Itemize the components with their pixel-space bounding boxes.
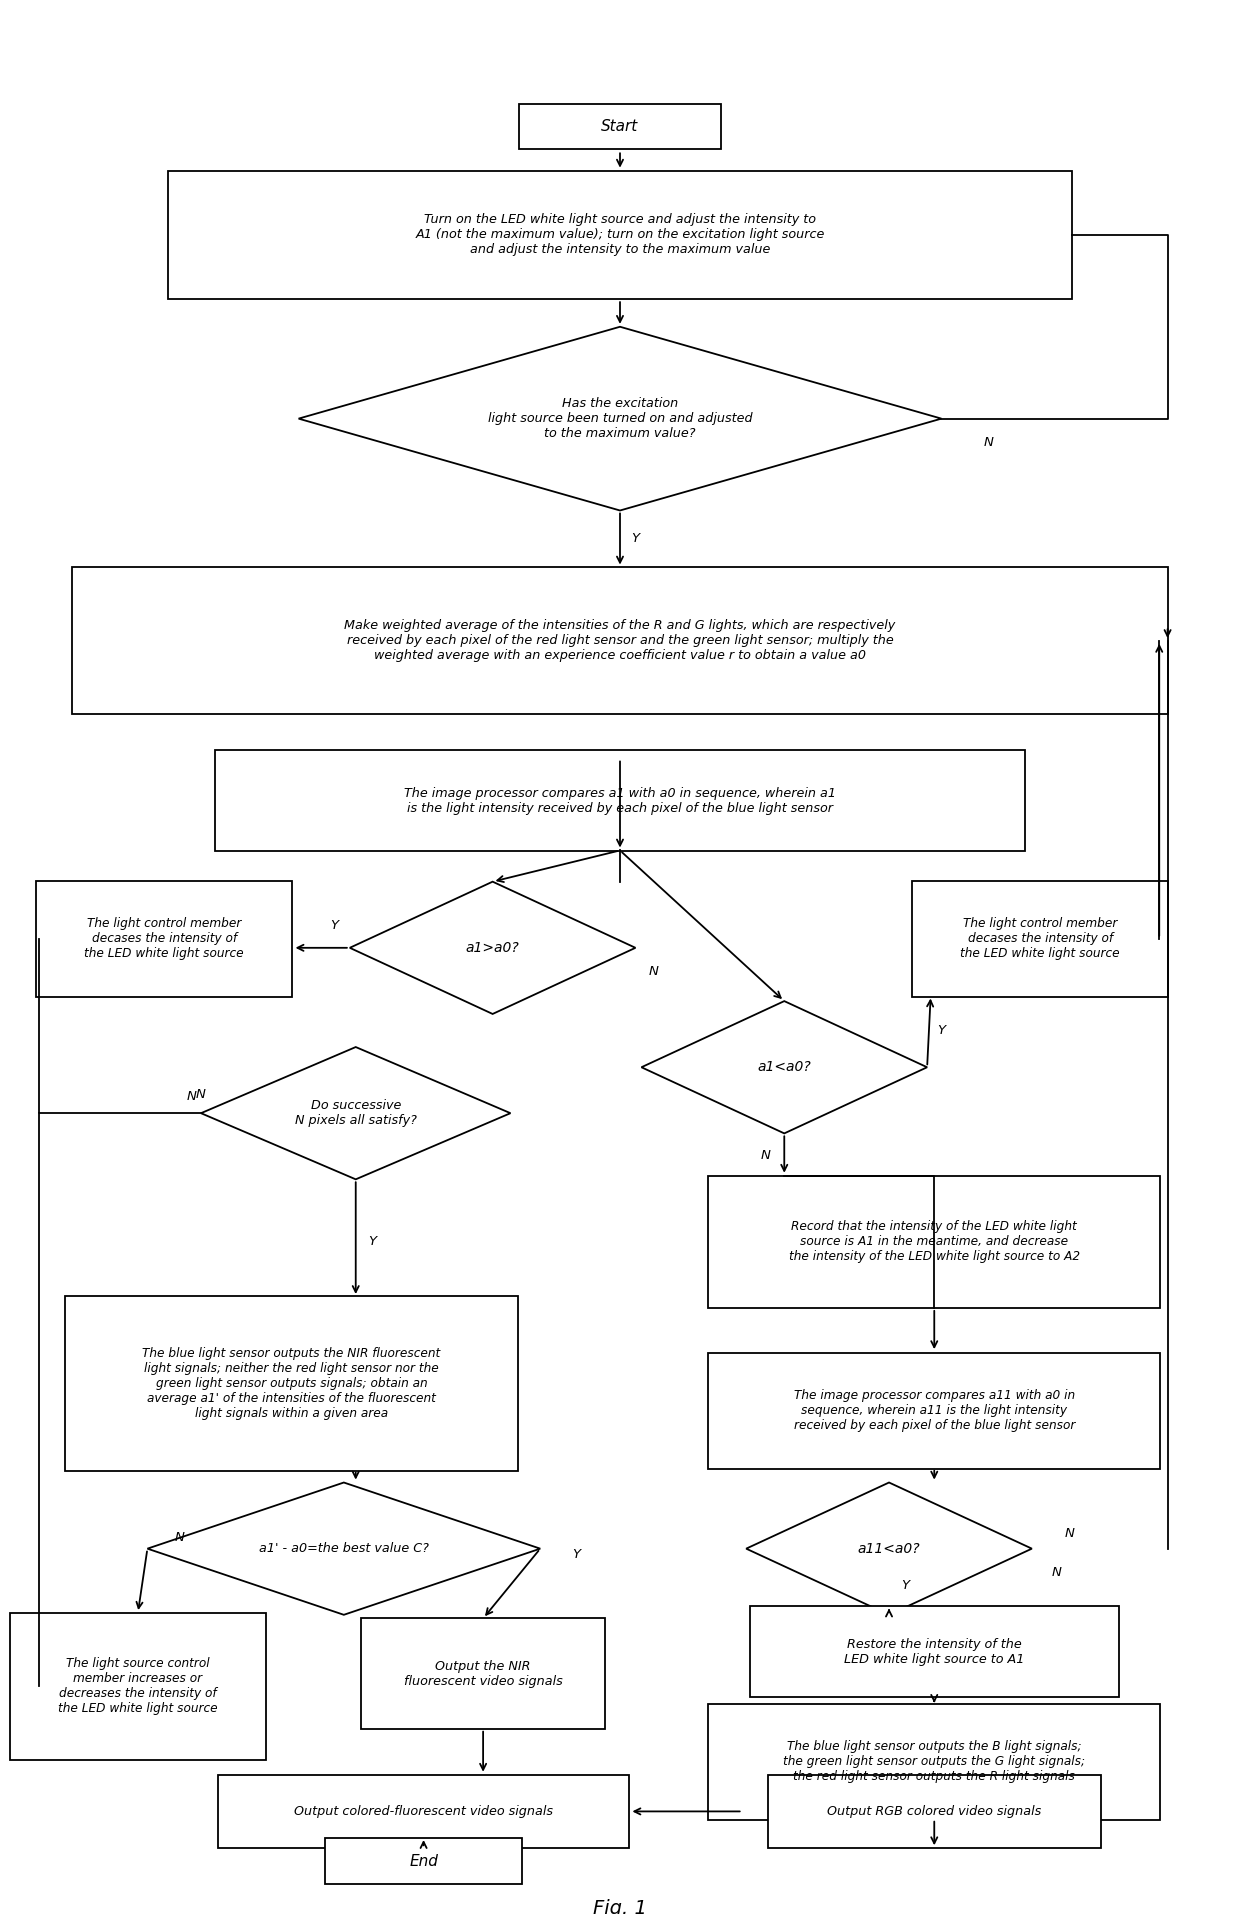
Text: a11<a0?: a11<a0? bbox=[858, 1541, 920, 1556]
Text: The blue light sensor outputs the NIR fluorescent
light signals; neither the red: The blue light sensor outputs the NIR fl… bbox=[143, 1347, 440, 1420]
FancyBboxPatch shape bbox=[216, 750, 1024, 852]
Text: Y: Y bbox=[330, 919, 339, 932]
Text: Y: Y bbox=[572, 1548, 580, 1560]
Text: a1' - a0=the best value C?: a1' - a0=the best value C? bbox=[259, 1543, 429, 1556]
FancyBboxPatch shape bbox=[325, 1837, 522, 1883]
Text: N: N bbox=[1052, 1566, 1061, 1579]
Text: Fig. 1: Fig. 1 bbox=[593, 1899, 647, 1914]
Text: Y: Y bbox=[901, 1579, 910, 1592]
FancyBboxPatch shape bbox=[518, 103, 722, 149]
Text: Has the excitation
light source been turned on and adjusted
to the maximum value: Has the excitation light source been tur… bbox=[487, 396, 753, 440]
Text: N: N bbox=[175, 1531, 185, 1545]
Text: N: N bbox=[196, 1089, 206, 1101]
Text: a1>a0?: a1>a0? bbox=[466, 942, 520, 955]
FancyBboxPatch shape bbox=[167, 170, 1073, 299]
Text: The light source control
member increases or
decreases the intensity of
the LED : The light source control member increase… bbox=[58, 1658, 218, 1715]
FancyBboxPatch shape bbox=[708, 1175, 1161, 1307]
Text: Start: Start bbox=[601, 119, 639, 134]
Polygon shape bbox=[641, 1001, 928, 1133]
FancyBboxPatch shape bbox=[708, 1353, 1161, 1468]
Polygon shape bbox=[746, 1483, 1032, 1615]
FancyBboxPatch shape bbox=[66, 1296, 517, 1470]
Text: Output the NIR
fluorescent video signals: Output the NIR fluorescent video signals bbox=[404, 1659, 563, 1688]
FancyBboxPatch shape bbox=[768, 1774, 1101, 1849]
Polygon shape bbox=[350, 882, 635, 1014]
Text: The image processor compares a1 with a0 in sequence, wherein a1
is the light int: The image processor compares a1 with a0 … bbox=[404, 787, 836, 815]
Text: Output colored-fluorescent video signals: Output colored-fluorescent video signals bbox=[294, 1805, 553, 1818]
Text: Restore the intensity of the
LED white light source to A1: Restore the intensity of the LED white l… bbox=[844, 1638, 1024, 1665]
Text: The blue light sensor outputs the B light signals;
the green light sensor output: The blue light sensor outputs the B ligh… bbox=[784, 1740, 1085, 1784]
Text: End: End bbox=[409, 1853, 438, 1868]
Text: Make weighted average of the intensities of the R and G lights, which are respec: Make weighted average of the intensities… bbox=[345, 620, 895, 662]
Text: N: N bbox=[985, 436, 994, 450]
Text: Output RGB colored video signals: Output RGB colored video signals bbox=[827, 1805, 1042, 1818]
FancyBboxPatch shape bbox=[10, 1614, 265, 1761]
Text: The light control member
decases the intensity of
the LED white light source: The light control member decases the int… bbox=[84, 917, 244, 961]
FancyBboxPatch shape bbox=[708, 1703, 1161, 1820]
Text: The image processor compares a11 with a0 in
sequence, wherein a11 is the light i: The image processor compares a11 with a0… bbox=[794, 1390, 1075, 1432]
Text: Do successive
N pixels all satisfy?: Do successive N pixels all satisfy? bbox=[295, 1099, 417, 1127]
Text: N: N bbox=[649, 965, 658, 978]
Polygon shape bbox=[299, 327, 941, 511]
FancyBboxPatch shape bbox=[36, 880, 293, 997]
Text: Y: Y bbox=[368, 1235, 377, 1248]
FancyBboxPatch shape bbox=[218, 1774, 629, 1849]
Text: Y: Y bbox=[937, 1024, 945, 1037]
Text: N: N bbox=[1065, 1527, 1075, 1541]
Text: Y: Y bbox=[631, 532, 640, 545]
Text: N: N bbox=[760, 1148, 770, 1162]
Polygon shape bbox=[148, 1483, 541, 1615]
Text: N: N bbox=[186, 1091, 196, 1102]
FancyBboxPatch shape bbox=[72, 567, 1168, 714]
FancyBboxPatch shape bbox=[750, 1606, 1118, 1698]
Text: Turn on the LED white light source and adjust the intensity to
A1 (not the maxim: Turn on the LED white light source and a… bbox=[415, 212, 825, 256]
Polygon shape bbox=[201, 1047, 511, 1179]
Text: a1<a0?: a1<a0? bbox=[758, 1060, 811, 1074]
Text: Record that the intensity of the LED white light
source is A1 in the meantime, a: Record that the intensity of the LED whi… bbox=[789, 1221, 1080, 1263]
Text: The light control member
decases the intensity of
the LED white light source: The light control member decases the int… bbox=[961, 917, 1120, 961]
FancyBboxPatch shape bbox=[913, 880, 1168, 997]
FancyBboxPatch shape bbox=[361, 1619, 605, 1728]
